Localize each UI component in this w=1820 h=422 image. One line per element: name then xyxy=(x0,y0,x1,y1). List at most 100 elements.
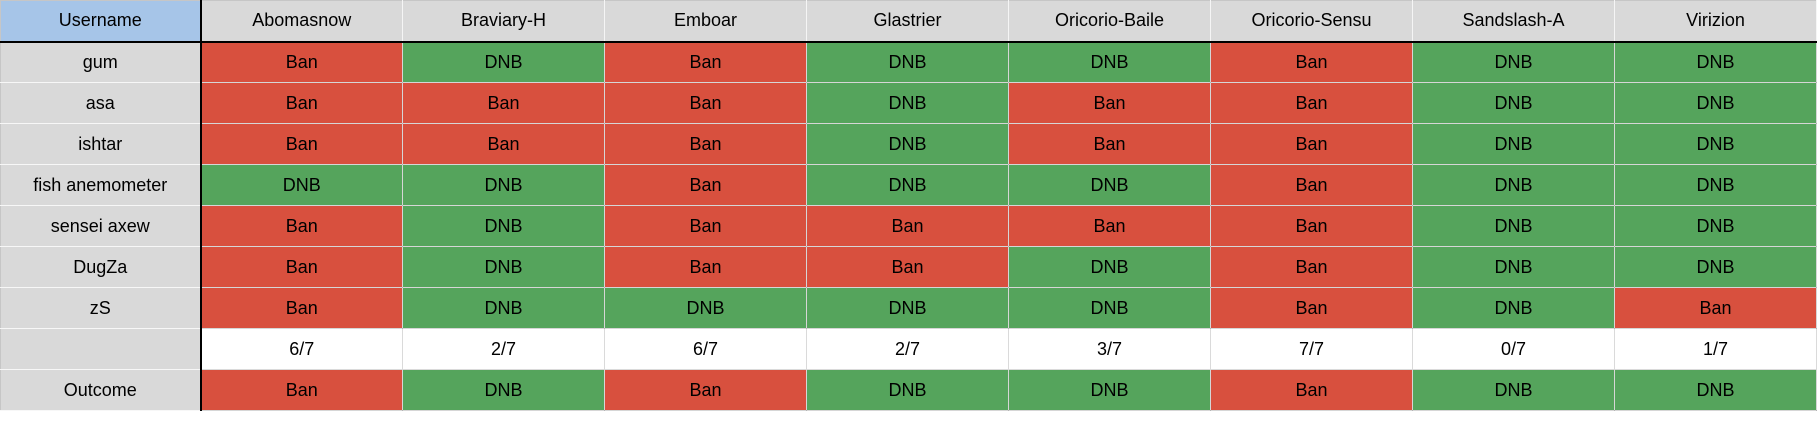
outcome-cell[interactable]: Ban xyxy=(1210,369,1413,411)
vote-cell[interactable]: Ban xyxy=(604,41,807,83)
vote-cell[interactable]: Ban xyxy=(604,123,807,165)
voter-row-gum: gum Ban DNB Ban DNB DNB Ban DNB DNB xyxy=(0,41,1817,83)
voter-row-ishtar: ishtar Ban Ban Ban DNB Ban Ban DNB DNB xyxy=(0,123,1817,165)
username-cell-sensei-axew[interactable]: sensei axew xyxy=(0,205,202,247)
vote-cell[interactable]: DNB xyxy=(1008,41,1211,83)
username-cell-fish-anemometer[interactable]: fish anemometer xyxy=(0,164,202,206)
tally-cell[interactable]: 6/7 xyxy=(604,328,807,370)
username-cell-zs[interactable]: zS xyxy=(0,287,202,329)
vote-cell[interactable]: DNB xyxy=(604,287,807,329)
vote-cell[interactable]: DNB xyxy=(1412,82,1615,124)
outcome-cell[interactable]: DNB xyxy=(402,369,605,411)
tally-cell[interactable]: 2/7 xyxy=(806,328,1009,370)
vote-cell[interactable]: Ban xyxy=(200,41,403,83)
vote-cell[interactable]: DNB xyxy=(1614,41,1817,83)
vote-cell[interactable]: Ban xyxy=(1614,287,1817,329)
vote-cell[interactable]: DNB xyxy=(1008,287,1211,329)
vote-cell[interactable]: Ban xyxy=(1210,82,1413,124)
outcome-label-cell[interactable]: Outcome xyxy=(0,369,202,411)
vote-cell[interactable]: DNB xyxy=(1412,123,1615,165)
column-header-emboar[interactable]: Emboar xyxy=(604,0,807,43)
username-cell-ishtar[interactable]: ishtar xyxy=(0,123,202,165)
corner-header-username[interactable]: Username xyxy=(0,0,202,43)
column-header-glastrier[interactable]: Glastrier xyxy=(806,0,1009,43)
voter-row-asa: asa Ban Ban Ban DNB Ban Ban DNB DNB xyxy=(0,82,1817,124)
vote-cell[interactable]: Ban xyxy=(402,82,605,124)
vote-cell[interactable]: DNB xyxy=(402,246,605,288)
vote-cell[interactable]: Ban xyxy=(200,205,403,247)
outcome-cell[interactable]: DNB xyxy=(1008,369,1211,411)
vote-cell[interactable]: DNB xyxy=(402,164,605,206)
vote-cell[interactable]: DNB xyxy=(1008,246,1211,288)
vote-cell[interactable]: Ban xyxy=(604,82,807,124)
outcome-cell[interactable]: Ban xyxy=(604,369,807,411)
tally-cell[interactable]: 7/7 xyxy=(1210,328,1413,370)
vote-cell[interactable]: DNB xyxy=(1412,205,1615,247)
tally-cell[interactable]: 0/7 xyxy=(1412,328,1615,370)
vote-cell[interactable]: Ban xyxy=(200,287,403,329)
column-header-braviary-h[interactable]: Braviary-H xyxy=(402,0,605,43)
username-cell-dugza[interactable]: DugZa xyxy=(0,246,202,288)
vote-cell[interactable]: Ban xyxy=(604,164,807,206)
outcome-row: Outcome Ban DNB Ban DNB DNB Ban DNB DNB xyxy=(0,369,1817,411)
vote-cell[interactable]: Ban xyxy=(402,123,605,165)
vote-cell[interactable]: DNB xyxy=(1412,41,1615,83)
vote-cell[interactable]: Ban xyxy=(1008,205,1211,247)
vote-cell[interactable]: DNB xyxy=(1614,205,1817,247)
column-header-sandslash-a[interactable]: Sandslash-A xyxy=(1412,0,1615,43)
vote-cell[interactable]: DNB xyxy=(402,205,605,247)
vote-cell[interactable]: DNB xyxy=(1412,287,1615,329)
tally-cell[interactable]: 3/7 xyxy=(1008,328,1211,370)
column-header-abomasnow[interactable]: Abomasnow xyxy=(200,0,403,43)
username-cell-gum[interactable]: gum xyxy=(0,41,202,83)
tally-rowhead-empty[interactable] xyxy=(0,328,202,370)
vote-cell[interactable]: DNB xyxy=(1412,246,1615,288)
vote-cell[interactable]: Ban xyxy=(1210,246,1413,288)
vote-cell[interactable]: DNB xyxy=(1614,123,1817,165)
tally-cell[interactable]: 2/7 xyxy=(402,328,605,370)
vote-cell[interactable]: DNB xyxy=(806,41,1009,83)
column-header-oricorio-sensu[interactable]: Oricorio-Sensu xyxy=(1210,0,1413,43)
column-header-oricorio-baile[interactable]: Oricorio-Baile xyxy=(1008,0,1211,43)
vote-cell[interactable]: Ban xyxy=(1210,123,1413,165)
vote-cell[interactable]: Ban xyxy=(806,205,1009,247)
vote-cell[interactable]: Ban xyxy=(1210,164,1413,206)
vote-cell[interactable]: DNB xyxy=(402,41,605,83)
vote-cell[interactable]: DNB xyxy=(806,287,1009,329)
vote-cell[interactable]: DNB xyxy=(1614,82,1817,124)
outcome-cell[interactable]: DNB xyxy=(1412,369,1615,411)
vote-cell[interactable]: DNB xyxy=(1412,164,1615,206)
vote-cell[interactable]: DNB xyxy=(200,164,403,206)
tally-cell[interactable]: 6/7 xyxy=(200,328,403,370)
vote-cell[interactable]: DNB xyxy=(806,123,1009,165)
vote-cell[interactable]: DNB xyxy=(806,164,1009,206)
tally-row: 6/7 2/7 6/7 2/7 3/7 7/7 0/7 1/7 xyxy=(0,328,1817,370)
vote-cell[interactable]: Ban xyxy=(200,123,403,165)
voter-row-zs: zS Ban DNB DNB DNB DNB Ban DNB Ban xyxy=(0,287,1817,329)
username-cell-asa[interactable]: asa xyxy=(0,82,202,124)
header-row: Username Abomasnow Braviary-H Emboar Glastri… xyxy=(0,0,1817,43)
vote-table: Username Abomasnow Braviary-H Emboar Glastri… xyxy=(0,0,1817,411)
vote-cell[interactable]: Ban xyxy=(200,82,403,124)
vote-cell[interactable]: Ban xyxy=(806,246,1009,288)
voter-row-fish-anemometer: fish anemometer DNB DNB Ban DNB DNB Ban DNB DNB xyxy=(0,164,1817,206)
vote-cell[interactable]: DNB xyxy=(402,287,605,329)
vote-cell[interactable]: DNB xyxy=(1614,164,1817,206)
vote-cell[interactable]: Ban xyxy=(1210,205,1413,247)
vote-cell[interactable]: Ban xyxy=(200,246,403,288)
vote-cell[interactable]: Ban xyxy=(1210,287,1413,329)
outcome-cell[interactable]: DNB xyxy=(806,369,1009,411)
vote-cell[interactable]: DNB xyxy=(1008,164,1211,206)
vote-cell[interactable]: Ban xyxy=(604,246,807,288)
outcome-cell[interactable]: Ban xyxy=(200,369,403,411)
vote-cell[interactable]: Ban xyxy=(1210,41,1413,83)
vote-cell[interactable]: Ban xyxy=(604,205,807,247)
vote-cell[interactable]: Ban xyxy=(1008,123,1211,165)
vote-cell[interactable]: Ban xyxy=(1008,82,1211,124)
vote-cell[interactable]: DNB xyxy=(806,82,1009,124)
voter-row-dugza: DugZa Ban DNB Ban Ban DNB Ban DNB DNB xyxy=(0,246,1817,288)
column-header-virizion[interactable]: Virizion xyxy=(1614,0,1817,43)
tally-cell[interactable]: 1/7 xyxy=(1614,328,1817,370)
outcome-cell[interactable]: DNB xyxy=(1614,369,1817,411)
vote-cell[interactable]: DNB xyxy=(1614,246,1817,288)
